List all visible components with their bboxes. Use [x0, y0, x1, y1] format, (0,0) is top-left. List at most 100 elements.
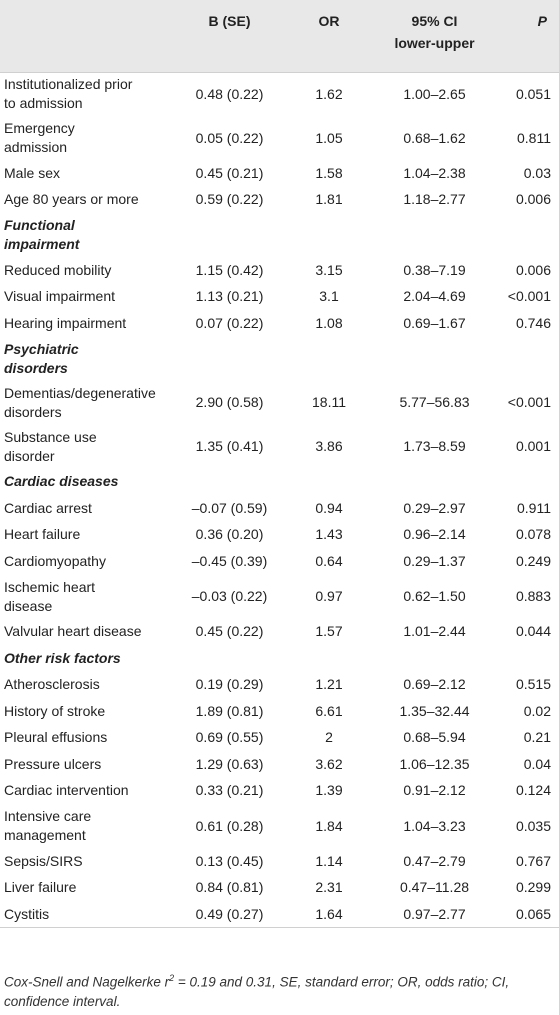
- row-label-line1: Visual impairment: [4, 288, 116, 305]
- cell-b-se: 1.15 (0.42): [195, 261, 264, 278]
- row-label: Sepsis/SIRS: [0, 848, 172, 875]
- table-row: Cystitis 0.49 (0.27) 1.64 0.97–2.77 0.065: [0, 901, 559, 928]
- row-label-line1: Atherosclerosis: [4, 676, 100, 693]
- cell-b-se: 0.05 (0.22): [195, 129, 264, 146]
- section-heading: Psychiatric disorders: [0, 337, 559, 381]
- cell-b-se: 1.29 (0.63): [195, 755, 264, 772]
- table-row: Age 80 years or more 0.59 (0.22) 1.81 1.18–…: [0, 187, 559, 214]
- cell-p: 0.03: [523, 164, 551, 181]
- cell-or: 0.94: [315, 499, 343, 516]
- row-label: Dementias/degenerative disorders: [0, 381, 172, 425]
- header-or: OR: [318, 13, 340, 29]
- row-label-line1: Sepsis/SIRS: [4, 852, 83, 869]
- row-label-line2: disease: [4, 597, 53, 614]
- table-row: Visual impairment 1.13 (0.21) 3.1 2.04–4.69…: [0, 284, 559, 311]
- table-row: Cardiac intervention 0.33 (0.21) 1.39 0.91–…: [0, 778, 559, 805]
- cell-b-se: 0.33 (0.21): [195, 782, 264, 799]
- table-body: Institutionalized prior to admission 0.48 …: [0, 71, 559, 928]
- row-label: Emergency admission: [0, 116, 172, 160]
- row-label: Institutionalized prior to admission: [0, 71, 172, 116]
- cell-ci: 0.68–5.94: [403, 729, 466, 746]
- cell-p: 0.044: [515, 623, 551, 640]
- cell-p: 0.746: [515, 314, 551, 331]
- row-label: Liver failure: [0, 875, 172, 902]
- header-b-se: B (SE): [208, 13, 251, 29]
- cell-or: 1.64: [287, 901, 371, 928]
- regression-table: B (SE) OR 95% CI lower-upper P Institutio…: [0, 0, 559, 928]
- section-row: Other risk factors: [0, 645, 559, 672]
- cell-b-se: 0.69 (0.55): [195, 729, 264, 746]
- cell-p: 0.21: [523, 729, 551, 746]
- cell-or: 1.62: [287, 71, 371, 116]
- row-label: Substance use disorder: [0, 425, 172, 469]
- cell-ci: 1.35–32.44: [399, 702, 470, 719]
- table-row: History of stroke 1.89 (0.81) 6.61 1.35–32.…: [0, 698, 559, 725]
- row-label-line1: Cystitis: [4, 905, 50, 922]
- table-row: Cardiac arrest –0.07 (0.59) 0.94 0.29–2.97 0…: [0, 495, 559, 522]
- cell-p: 0.051: [498, 71, 559, 116]
- cell-or: 0.97: [315, 588, 343, 604]
- row-label: History of stroke: [0, 698, 172, 725]
- cell-ci: 0.68–1.62: [403, 129, 466, 146]
- cell-ci: 1.01–2.44: [403, 623, 466, 640]
- cell-p: 0.124: [515, 782, 551, 799]
- section-heading-line1: Psychiatric: [4, 340, 79, 357]
- cell-ci: 1.00–2.65: [371, 71, 498, 116]
- table-row: Liver failure 0.84 (0.81) 2.31 0.47–11.28 0.…: [0, 875, 559, 902]
- cell-ci: 5.77–56.83: [399, 394, 470, 410]
- row-label: Intensive care management: [0, 804, 172, 848]
- cell-or: 1.57: [315, 623, 343, 640]
- header-p: P: [537, 13, 547, 29]
- row-label-line1: Ischemic heart: [4, 578, 96, 595]
- footnote-text-1: Cox-Snell and Nagelkerke r: [4, 974, 170, 990]
- cell-ci: 0.62–1.50: [403, 588, 466, 604]
- cell-p: 0.04: [523, 755, 551, 772]
- cell-p: 0.911: [517, 499, 551, 516]
- cell-b-se: 0.45 (0.21): [195, 164, 264, 181]
- table-row: Heart failure 0.36 (0.20) 1.43 0.96–2.14 0.0…: [0, 522, 559, 549]
- row-label: Heart failure: [0, 522, 172, 549]
- cell-b-se: 1.13 (0.21): [195, 288, 264, 305]
- cell-ci: 0.29–1.37: [403, 552, 466, 569]
- header-ci-line2: lower-upper: [394, 35, 475, 51]
- cell-ci: 1.04–3.23: [403, 817, 466, 834]
- cell-ci: 1.04–2.38: [403, 164, 466, 181]
- cell-ci: 0.69–1.67: [403, 314, 466, 331]
- cell-b-se: 0.45 (0.22): [195, 623, 264, 640]
- cell-p: <0.001: [507, 394, 551, 410]
- table-row: Sepsis/SIRS 0.13 (0.45) 1.14 0.47–2.79 0.767: [0, 848, 559, 875]
- cell-p: 0.767: [515, 852, 551, 869]
- cell-p: 0.078: [515, 526, 551, 543]
- row-label-line1: Cardiac arrest: [4, 499, 92, 516]
- cell-p: 0.02: [523, 702, 551, 719]
- table-row: Pressure ulcers 1.29 (0.63) 3.62 1.06–12.35…: [0, 751, 559, 778]
- table-row: Substance use disorder 1.35 (0.41) 3.86 1.73…: [0, 425, 559, 469]
- row-label-line1: Pressure ulcers: [4, 755, 102, 772]
- section-heading-line2: disorders: [4, 359, 68, 376]
- cell-ci: 0.97–2.77: [371, 901, 498, 928]
- row-label-line1: Intensive care: [4, 808, 92, 824]
- cell-ci: 1.73–8.59: [403, 438, 466, 454]
- cell-or: 1.58: [315, 164, 343, 181]
- cell-or: 2: [325, 729, 333, 746]
- row-label: Cardiac arrest: [0, 495, 172, 522]
- table-row: Valvular heart disease 0.45 (0.22) 1.57 1.0…: [0, 619, 559, 646]
- cell-or: 1.39: [315, 782, 343, 799]
- section-heading: Cardiac diseases: [0, 469, 559, 496]
- footnote-text-2: = 0.19 and 0.31, SE, standard error; OR,…: [4, 974, 510, 1009]
- cell-p: 0.299: [515, 879, 551, 896]
- table-row: Pleural effusions 0.69 (0.55) 2 0.68–5.94 0.…: [0, 725, 559, 752]
- cell-or: 1.21: [315, 676, 343, 693]
- cell-b-se: 0.61 (0.28): [195, 817, 264, 834]
- table-row: Emergency admission 0.05 (0.22) 1.05 0.68–1.…: [0, 116, 559, 160]
- cell-or: 1.43: [315, 526, 343, 543]
- row-label: Cystitis: [0, 901, 172, 928]
- row-label-line1: Age 80 years or more: [4, 191, 139, 208]
- cell-or: 1.08: [315, 314, 343, 331]
- row-label-line2: admission: [4, 139, 68, 155]
- cell-p: 0.249: [515, 552, 551, 569]
- row-label: Valvular heart disease: [0, 619, 172, 646]
- cell-ci: 0.91–2.12: [403, 782, 466, 799]
- table-row: Reduced mobility 1.15 (0.42) 3.15 0.38–7.19…: [0, 257, 559, 284]
- cell-b-se: 0.48 (0.22): [172, 71, 287, 116]
